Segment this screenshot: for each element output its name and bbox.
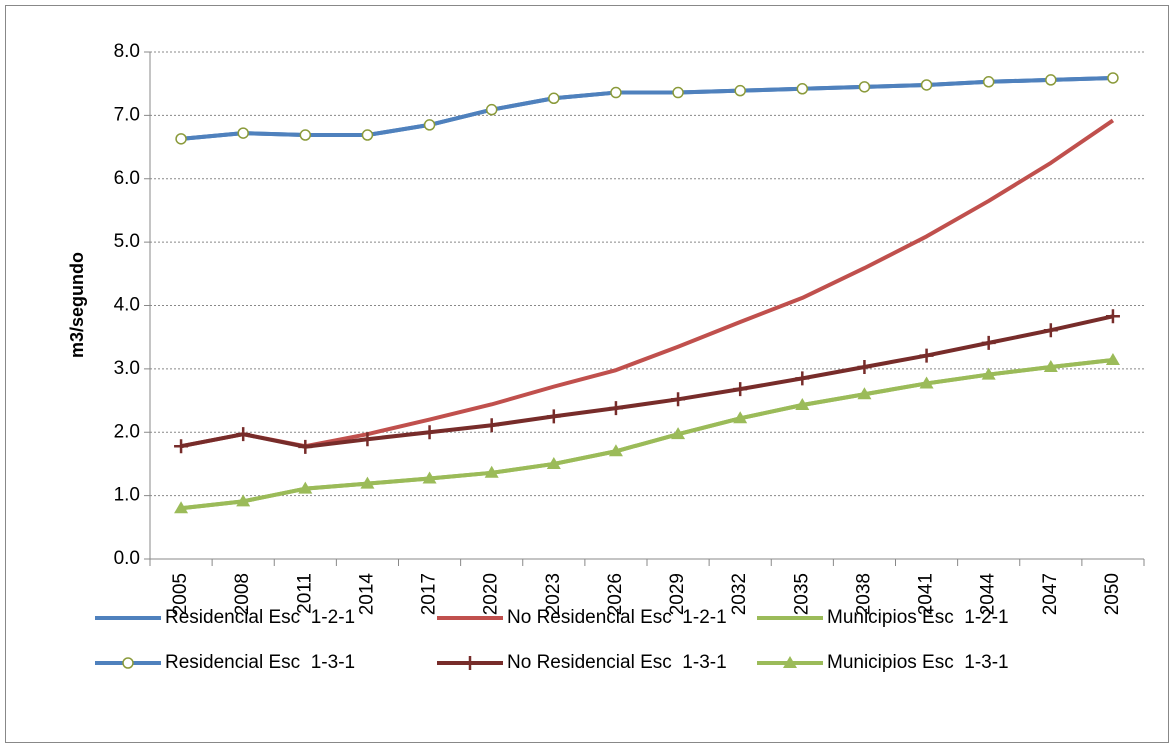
chart-frame bbox=[5, 5, 1169, 743]
x-tick-label: 2047 bbox=[1040, 573, 1061, 615]
marker bbox=[734, 84, 746, 97]
x-tick-label: 2020 bbox=[481, 573, 502, 615]
marker bbox=[298, 481, 313, 494]
legend-label: Residencial Esc 1-2-1 bbox=[165, 607, 355, 628]
marker bbox=[361, 129, 374, 141]
marker bbox=[671, 427, 686, 440]
marker bbox=[981, 367, 996, 380]
marker bbox=[671, 392, 686, 407]
x-tick-label: 2011 bbox=[294, 573, 315, 614]
marker bbox=[236, 494, 251, 507]
marker bbox=[783, 656, 797, 668]
legend-label: Residencial Esc 1-3-1 bbox=[165, 652, 355, 673]
legend-label: No Residencial Esc 1-2-1 bbox=[507, 607, 727, 628]
marker bbox=[857, 359, 872, 374]
marker bbox=[298, 439, 313, 454]
marker bbox=[981, 335, 996, 350]
marker bbox=[920, 79, 933, 91]
legend-label: No Residencial Esc 1-3-1 bbox=[507, 652, 727, 673]
series-line bbox=[180, 314, 1114, 449]
series-line bbox=[180, 358, 1114, 511]
x-tick-label: 2014 bbox=[356, 573, 377, 616]
x-tick-label: 2005 bbox=[170, 573, 191, 615]
marker bbox=[463, 656, 477, 670]
marker bbox=[299, 129, 312, 141]
marker bbox=[548, 92, 560, 105]
y-tick-label: 2.0 bbox=[114, 421, 140, 442]
y-tick-label: 1.0 bbox=[114, 485, 140, 506]
y-tick-label: 4.0 bbox=[114, 295, 140, 316]
marker bbox=[796, 83, 809, 95]
x-tick-label: 2041 bbox=[916, 573, 937, 615]
marker bbox=[672, 86, 684, 99]
y-tick-label: 7.0 bbox=[114, 104, 140, 125]
marker bbox=[857, 387, 872, 400]
y-tick-label: 3.0 bbox=[114, 358, 140, 379]
marker bbox=[919, 376, 934, 389]
x-tick-label: 2035 bbox=[791, 573, 812, 615]
marker bbox=[1043, 359, 1058, 372]
x-tick-label: 2050 bbox=[1102, 573, 1123, 615]
marker bbox=[360, 432, 375, 447]
x-tick-label: 2023 bbox=[543, 573, 564, 615]
marker bbox=[174, 439, 189, 454]
y-tick-label: 6.0 bbox=[114, 168, 140, 189]
marker bbox=[546, 456, 561, 469]
marker bbox=[484, 465, 499, 478]
marker bbox=[1105, 353, 1120, 366]
marker bbox=[174, 501, 189, 514]
marker bbox=[237, 127, 249, 139]
x-tick-label: 2032 bbox=[729, 573, 750, 615]
x-tick-label: 2038 bbox=[853, 573, 874, 615]
x-tick-label: 2026 bbox=[605, 573, 626, 615]
x-tick-label: 2029 bbox=[667, 573, 688, 615]
marker bbox=[795, 397, 810, 410]
marker bbox=[360, 476, 375, 489]
marker bbox=[1045, 74, 1057, 86]
marker bbox=[733, 411, 748, 424]
marker bbox=[485, 103, 498, 116]
marker bbox=[1105, 309, 1120, 324]
marker bbox=[236, 427, 251, 442]
marker bbox=[546, 409, 561, 424]
marker bbox=[1043, 323, 1058, 338]
marker bbox=[919, 348, 934, 363]
marker bbox=[982, 76, 995, 88]
marker bbox=[122, 657, 134, 669]
marker bbox=[608, 401, 623, 416]
legend-label: Municipios Esc 1-3-1 bbox=[827, 652, 1009, 673]
marker bbox=[422, 425, 437, 440]
marker bbox=[484, 418, 499, 433]
marker bbox=[423, 119, 436, 131]
marker bbox=[733, 382, 748, 397]
marker bbox=[608, 444, 623, 457]
legend-label: Municipios Esc 1-2-1 bbox=[827, 607, 1009, 628]
marker bbox=[175, 133, 187, 145]
marker bbox=[795, 371, 810, 386]
marker bbox=[422, 471, 437, 484]
y-tick-label: 5.0 bbox=[114, 231, 140, 252]
series-line bbox=[180, 75, 1114, 141]
x-tick-label: 2044 bbox=[978, 573, 999, 616]
y-tick-label: 8.0 bbox=[114, 41, 140, 62]
x-tick-label: 2008 bbox=[232, 573, 253, 615]
series-line bbox=[180, 118, 1115, 449]
marker bbox=[858, 81, 871, 93]
marker bbox=[1107, 72, 1119, 84]
y-axis-label: m3/segundo bbox=[67, 252, 87, 358]
y-tick-label: 0.0 bbox=[114, 548, 140, 569]
x-tick-label: 2017 bbox=[419, 573, 440, 615]
marker bbox=[610, 86, 622, 99]
